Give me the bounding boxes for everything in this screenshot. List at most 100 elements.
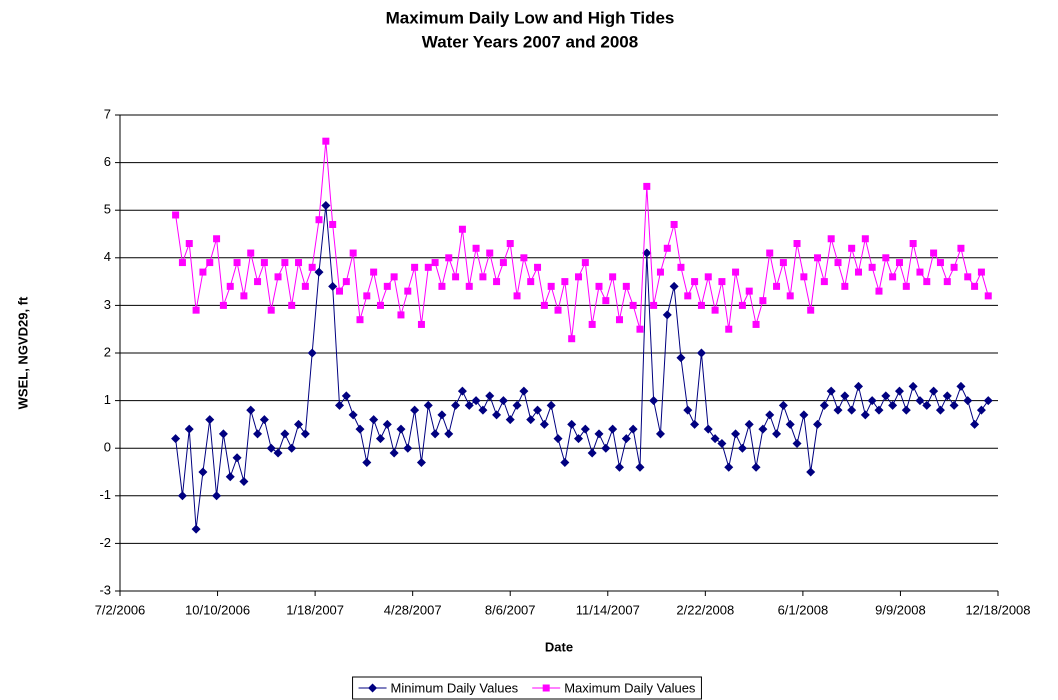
point <box>867 396 877 406</box>
series-line <box>175 205 989 530</box>
point <box>840 391 850 401</box>
point <box>287 443 297 453</box>
point <box>280 429 290 439</box>
point <box>369 415 379 425</box>
point <box>622 282 630 290</box>
point <box>314 267 324 277</box>
point <box>909 240 917 248</box>
point <box>512 400 522 410</box>
point <box>957 244 965 252</box>
point <box>335 400 344 410</box>
point <box>417 320 425 328</box>
point <box>662 310 672 320</box>
point <box>300 429 310 439</box>
point <box>457 386 467 396</box>
point <box>684 292 692 300</box>
legend-box <box>352 676 702 700</box>
x-tick-label: 12/18/2008 <box>965 602 1030 617</box>
point <box>758 424 768 434</box>
point <box>505 415 515 425</box>
point <box>696 348 706 358</box>
point <box>703 424 713 434</box>
y-tick-label: 3 <box>104 297 111 312</box>
point <box>225 472 235 482</box>
point <box>814 254 822 262</box>
point <box>430 429 440 439</box>
point <box>451 400 461 410</box>
point <box>465 282 473 290</box>
point <box>813 419 823 429</box>
point <box>212 491 222 501</box>
point <box>765 410 775 420</box>
point <box>560 457 570 467</box>
point <box>669 281 679 291</box>
point <box>649 396 659 406</box>
point <box>431 259 439 267</box>
chart-title: Maximum Daily Low and High Tides <box>386 8 675 27</box>
point <box>493 278 501 286</box>
point <box>834 259 842 267</box>
point <box>336 287 343 295</box>
point <box>766 249 774 257</box>
point <box>266 443 276 453</box>
point <box>902 282 910 290</box>
point <box>478 405 488 415</box>
point <box>348 410 358 420</box>
point <box>239 477 249 487</box>
point <box>690 419 700 429</box>
point <box>710 434 720 444</box>
point <box>642 248 652 258</box>
point <box>171 434 181 444</box>
point <box>437 410 447 420</box>
point <box>274 273 282 281</box>
point <box>321 200 331 210</box>
point <box>786 292 794 300</box>
x-tick-label: 11/14/2007 <box>576 602 640 617</box>
point <box>342 278 350 286</box>
point <box>389 448 399 458</box>
point <box>860 410 870 420</box>
point <box>322 137 330 145</box>
y-tick-label: 7 <box>104 106 111 121</box>
point <box>970 419 980 429</box>
y-tick-label: -2 <box>99 535 111 550</box>
point <box>628 424 638 434</box>
point <box>177 491 187 501</box>
point <box>827 235 835 243</box>
point <box>513 292 521 300</box>
point <box>273 448 283 458</box>
point <box>375 434 385 444</box>
point <box>847 405 857 415</box>
point <box>895 259 903 267</box>
y-tick-label: 0 <box>104 440 111 455</box>
point <box>936 259 944 267</box>
point <box>930 249 938 257</box>
point <box>267 306 275 314</box>
point <box>711 306 719 314</box>
point <box>977 268 985 276</box>
point <box>833 405 843 415</box>
point <box>949 400 959 410</box>
point <box>390 273 398 281</box>
point <box>983 396 993 406</box>
point <box>942 391 952 401</box>
point <box>547 282 555 290</box>
point <box>233 259 241 267</box>
y-axis-title: WSEL, NGVD29, ft <box>15 296 30 409</box>
point <box>848 244 856 252</box>
point <box>737 443 747 453</box>
point <box>874 405 884 415</box>
point <box>253 429 263 439</box>
point <box>294 419 304 429</box>
point <box>929 386 939 396</box>
chart-subtitle: Water Years 2007 and 2008 <box>422 32 638 51</box>
point <box>745 287 753 295</box>
point <box>370 268 378 276</box>
point <box>534 263 542 271</box>
legend-marker <box>368 683 378 693</box>
point <box>397 311 405 319</box>
point <box>683 405 693 415</box>
point <box>191 524 201 534</box>
point <box>908 381 918 391</box>
point <box>553 434 563 444</box>
